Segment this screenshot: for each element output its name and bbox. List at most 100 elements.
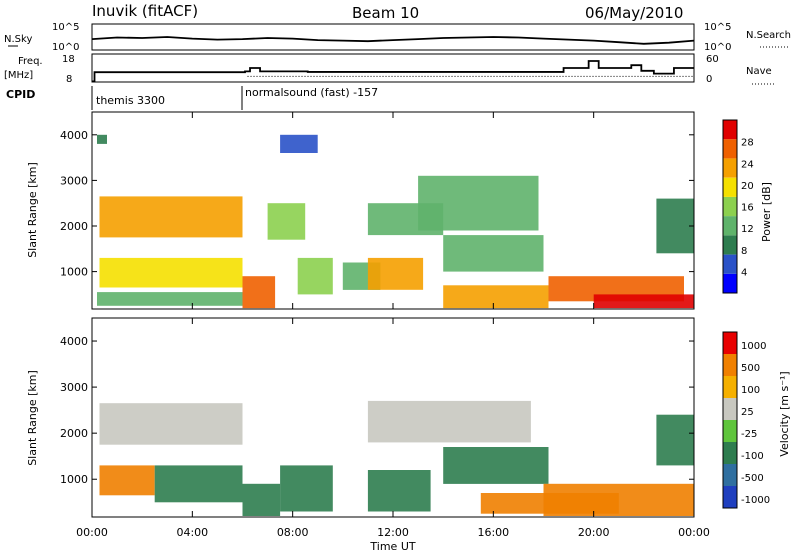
colorbar-tick-label: -1000 [741, 495, 770, 506]
heatmap-cell [543, 483, 694, 516]
x-tick-label: 12:00 [377, 526, 409, 539]
colorbar-tick-label: -100 [741, 451, 764, 462]
power-y-axis-label: Slant Range [km] [26, 162, 39, 258]
colorbar-segment [723, 216, 737, 236]
time-axis-label: Time UT [369, 540, 415, 553]
cpid-segment-1: themis 3300 [96, 94, 165, 107]
x-tick-label: 20:00 [578, 526, 610, 539]
power-colorbar-label: Power [dB] [760, 182, 773, 242]
colorbar-tick-label: 12 [741, 224, 754, 235]
power-heatmap [97, 134, 694, 309]
colorbar-tick-label: 24 [741, 159, 754, 170]
heatmap-cell [418, 175, 539, 231]
colorbar-segment [723, 273, 737, 293]
colorbar-segment [723, 442, 737, 464]
y-tick-label: 3000 [60, 174, 88, 187]
x-tick-label: 00:00 [678, 526, 710, 539]
colorbar-segment [723, 196, 737, 217]
y-tick-label: 3000 [60, 381, 88, 394]
colorbar-segment [723, 254, 737, 274]
sky-noise-line [91, 36, 695, 45]
cpid-segment-2: normalsound (fast) -157 [245, 86, 378, 99]
freq-left-tick-top: 18 [62, 54, 75, 65]
heatmap-cell [280, 134, 318, 153]
power-y-ticks: 1000 2000 3000 4000 [60, 129, 694, 279]
date-title: 06/May/2010 [585, 4, 683, 22]
x-tick-label: 00:00 [76, 526, 108, 539]
heatmap-cell [99, 196, 243, 238]
velocity-panel: 1000 2000 3000 4000 Slant Range [km] 1000 50… [26, 317, 791, 518]
colorbar-tick-label: 4 [741, 267, 747, 278]
y-tick-label: 1000 [60, 473, 88, 486]
heatmap-cell [99, 403, 243, 445]
colorbar-frame [722, 119, 738, 294]
colorbar-tick-label: 8 [741, 246, 747, 257]
y-tick-label: 4000 [60, 335, 88, 348]
heatmap-cell [297, 257, 333, 295]
power-colorbar: 4 8 12 16 20 24 28 [722, 119, 754, 294]
station-title: Inuvik (fitACF) [92, 2, 198, 20]
heatmap-cell [99, 465, 155, 496]
velocity-heatmap [99, 400, 694, 516]
colorbar-segment [723, 376, 737, 398]
heatmap-cell [593, 294, 694, 309]
colorbar-tick-label: 25 [741, 407, 754, 418]
y-tick-label: 2000 [60, 220, 88, 233]
x-tick-label: 08:00 [277, 526, 309, 539]
freq-right-tick-top: 60 [706, 54, 719, 65]
noise-right-label: N.Search [746, 30, 791, 41]
cpid-strip: CPID themis 3300 normalsound (fast) -157 [6, 86, 378, 110]
y-tick-label: 2000 [60, 427, 88, 440]
colorbar-tick-label: 1000 [741, 341, 766, 352]
time-axis-ticks: 00:00 04:00 08:00 12:00 16:00 20:00 00:00 [76, 112, 710, 539]
heatmap-cell [242, 483, 281, 516]
velocity-colorbar: 1000 500 100 25 -25 -100 -500 -1000 [722, 331, 770, 509]
noise-left-tick-bottom: 10^0 [52, 42, 79, 53]
freq-right-tick-bottom: 0 [706, 74, 712, 85]
heatmap-cell [367, 257, 424, 290]
freq-left-label-bottom: [MHz] [4, 70, 33, 81]
colorbar-segment [723, 464, 737, 486]
colorbar-tick-label: 16 [741, 203, 754, 214]
heatmap-cell [443, 235, 544, 272]
power-panel: 1000 2000 3000 4000 Slant Range [km] 4 8 12 16… [26, 111, 773, 310]
heatmap-cell [280, 465, 333, 512]
freq-left-tick-bottom: 8 [66, 74, 72, 85]
colorbar-tick-label: -500 [741, 473, 764, 484]
colorbar-segment [723, 420, 737, 442]
nave-label: Nave [746, 66, 772, 77]
heatmap-cell [443, 285, 549, 309]
velocity-y-ticks: 1000 2000 3000 4000 [60, 335, 694, 486]
heatmap-cell [154, 465, 243, 503]
colorbar-segment [723, 139, 737, 159]
y-tick-label: 4000 [60, 129, 88, 142]
colorbar-tick-label: -25 [741, 429, 757, 440]
beam-title: Beam 10 [352, 4, 419, 22]
y-tick-label: 1000 [60, 266, 88, 279]
heatmap-cell [367, 470, 431, 512]
noise-panel-frame [91, 23, 695, 51]
colorbar-frame [722, 331, 738, 509]
heatmap-cell [267, 203, 306, 240]
x-tick-label: 04:00 [176, 526, 208, 539]
colorbar-segment [723, 398, 737, 420]
heatmap-cell [97, 134, 107, 144]
heatmap-cell [99, 257, 243, 288]
freq-left-label-top: Freq. [18, 56, 43, 67]
noise-right-tick-top: 10^5 [704, 22, 731, 33]
colorbar-tick-label: 500 [741, 363, 760, 374]
colorbar-segment [723, 486, 737, 508]
heatmap-cell [656, 198, 694, 254]
velocity-colorbar-label: Velocity [m s⁻¹] [778, 371, 791, 456]
heatmap-cell [656, 414, 694, 466]
colorbar-tick-label: 20 [741, 181, 754, 192]
x-tick-label: 16:00 [477, 526, 509, 539]
colorbar-segment [723, 354, 737, 376]
velocity-y-axis-label: Slant Range [km] [26, 370, 39, 466]
frequency-panel: Freq. [MHz] 18 8 60 0 Nave [4, 53, 776, 85]
colorbar-segment [723, 120, 737, 140]
cpid-label: CPID [6, 88, 35, 101]
heatmap-cell [367, 400, 531, 443]
heatmap-cell [97, 292, 243, 306]
